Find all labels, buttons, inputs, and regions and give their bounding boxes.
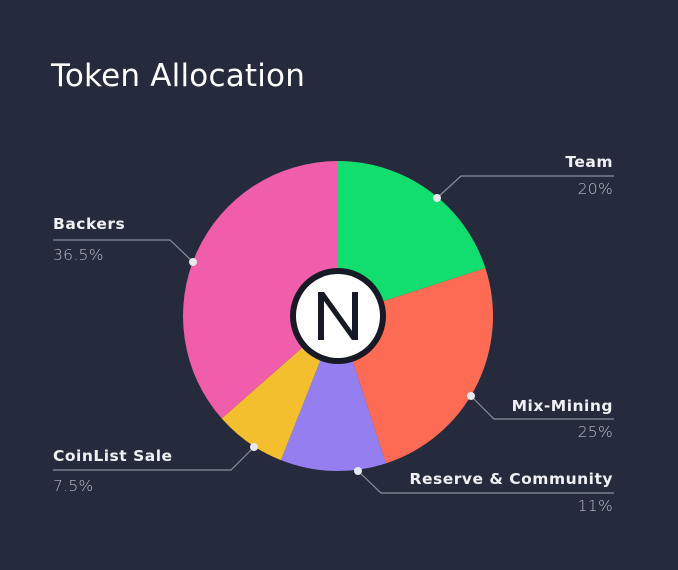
leader-line-coinlist	[53, 446, 255, 471]
page-title: Token Allocation	[51, 58, 306, 94]
dot-team	[433, 194, 441, 202]
leader-dots	[189, 194, 475, 475]
leader-line-reserve	[357, 470, 614, 494]
dot-reserve	[354, 467, 362, 475]
value-reserve-community: 11%	[577, 497, 613, 515]
dot-mix-mining	[467, 392, 475, 400]
value-coinlist-sale: 7.5%	[53, 477, 94, 495]
pie-slice-reserve-community	[280, 316, 386, 471]
nym-logo-icon	[290, 268, 386, 364]
label-team: Team	[565, 153, 613, 171]
leader-line-backers	[53, 239, 194, 263]
leader-line-mix-mining	[470, 395, 614, 420]
label-backers: Backers	[53, 215, 126, 233]
leader-lines	[53, 175, 614, 494]
label-mix-mining: Mix-Mining	[511, 397, 613, 415]
value-backers: 36.5%	[53, 246, 104, 264]
pie-slices	[183, 161, 493, 471]
dot-coinlist	[250, 443, 258, 451]
value-mix-mining: 25%	[577, 423, 613, 441]
pie-slice-backers	[183, 161, 338, 419]
leader-line-team	[436, 175, 614, 199]
value-team: 20%	[577, 180, 613, 198]
label-reserve-community: Reserve & Community	[409, 470, 613, 488]
label-coinlist-sale: CoinList Sale	[53, 447, 173, 465]
dot-backers	[189, 258, 197, 266]
pie-slice-team	[338, 161, 486, 316]
